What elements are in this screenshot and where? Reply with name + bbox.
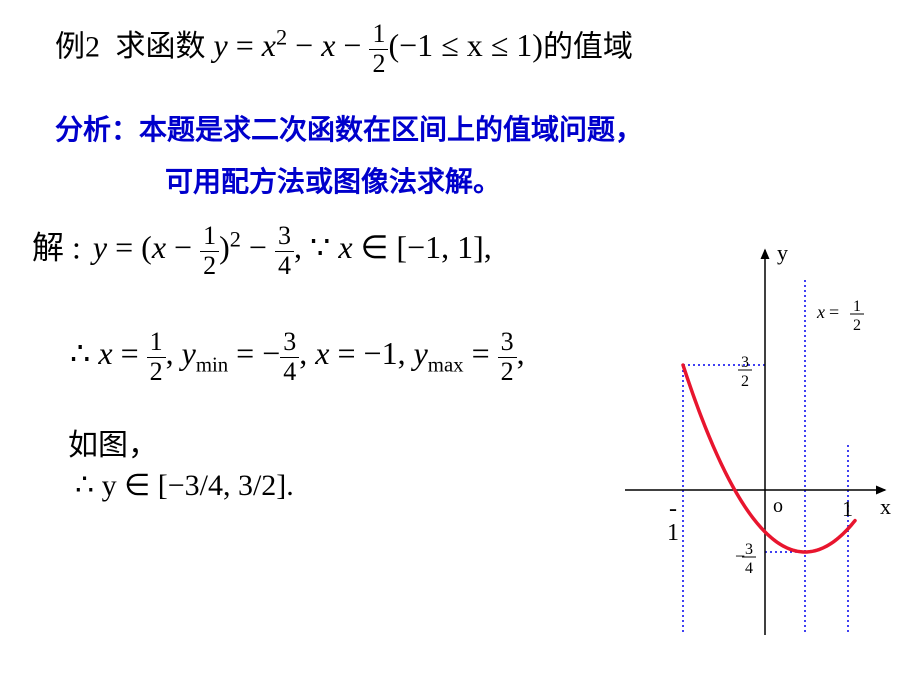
asfig-text: 如图， [68,429,158,462]
s2-eq: = [113,335,147,371]
title-prefix: 求函数 [116,30,206,63]
s2-ymin: y [182,335,196,371]
svg-text:1: 1 [842,496,853,521]
s2-th: ∴ [70,335,98,371]
s2-f1n: 1 [147,328,166,358]
s2-max: max [428,354,464,377]
svg-text:−: − [735,546,745,566]
sol-label: 解 : [32,229,81,265]
s2-f3n: 3 [498,328,517,358]
title-y: y [214,27,228,63]
s1-sq: 2 [230,227,241,252]
analysis-label: 分析： [55,115,139,146]
s1-m: − [166,229,200,265]
graph-svg: yxo1-132−34x = 12 [605,240,895,650]
analysis-text1: 本题是求二次函数在区间上的值域问题， [139,115,643,146]
analysis-line1: 分析：本题是求二次函数在区间上的值域问题， [55,108,643,148]
svg-text:x: x [816,302,825,322]
svg-text:1: 1 [667,520,679,546]
s1-f1n: 1 [200,222,219,252]
title-suffix: 的值域 [543,30,633,63]
svg-text:3: 3 [745,541,753,558]
example-label: 例2 [55,30,100,63]
s2-eq4: = [464,335,498,371]
s1-f1d: 2 [200,252,219,281]
title-eq: = [228,27,262,63]
svg-text:y: y [777,240,788,265]
svg-text:2: 2 [741,373,749,390]
s2-ymax: y [414,335,428,371]
s2-f2n: 3 [280,328,299,358]
s2-x: x [98,335,112,371]
analysis-line2: 可用配方法或图像法求解。 [165,160,501,200]
title-m2: − [335,27,369,63]
s2-end: , [517,335,525,371]
s1-f2n: 3 [275,222,294,252]
svg-text:2: 2 [853,317,861,334]
analysis-text2: 可用配方法或图像法求解。 [165,167,501,198]
function-graph: yxo1-132−34x = 12 [605,240,895,650]
conclusion: ∴ y ∈ [−3/4, 3/2]. [75,468,294,503]
conclusion-text: ∴ y ∈ [−3/4, 3/2]. [75,469,294,502]
title-x: x [321,27,335,63]
title-m1: − [287,27,321,63]
as-figure: 如图， [68,420,158,464]
s2-min: min [196,354,228,377]
s2-f3d: 2 [498,358,517,387]
s2-x2: x [315,335,329,371]
svg-text:=: = [829,302,839,322]
solution-step1: 解 : y = (x − 12)2 − 34, ∵ x ∈ [−1, 1], [32,222,492,280]
s1-x2: x [338,229,352,265]
svg-text:1: 1 [853,298,861,315]
solution-step2: ∴ x = 12, ymin = −34, x = −1, ymax = 32, [70,328,525,386]
s1-x: x [152,229,166,265]
svg-text:4: 4 [745,560,753,577]
s1-in: ∈ [−1, 1], [353,229,492,265]
s1-m2: − [241,229,275,265]
s1-close: ) [219,229,230,265]
s2-eq2: = − [228,335,280,371]
title-x2: x [262,27,276,63]
svg-text:o: o [773,495,783,517]
s1-bec: , ∵ [294,229,338,265]
s2-f2d: 4 [280,358,299,387]
s2-eq3: = −1, [329,335,413,371]
s2-c2: , [299,335,315,371]
svg-text:-: - [669,496,677,522]
s2-f1d: 2 [147,358,166,387]
s1-eq: = ( [107,229,152,265]
problem-title: 例2 求函数 y = x2 − x − 12(−1 ≤ x ≤ 1)的值域 [55,20,633,78]
s1-y: y [93,229,107,265]
title-fd: 2 [369,50,388,79]
title-domain: (−1 ≤ x ≤ 1) [388,27,542,63]
svg-text:x: x [880,494,891,519]
s1-f2d: 4 [275,252,294,281]
title-fn: 1 [369,20,388,50]
s2-c1: , [166,335,182,371]
svg-text:3: 3 [741,354,749,371]
